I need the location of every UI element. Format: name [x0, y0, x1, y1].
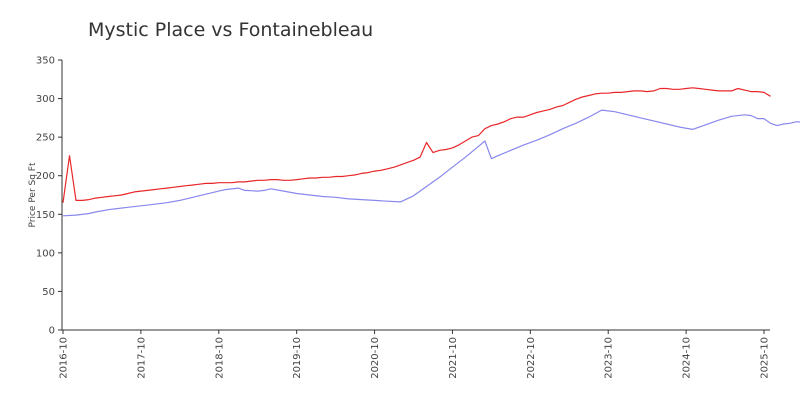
y-axis: 0 50 100 150 200 250 300 350 [36, 56, 63, 337]
x-tick-label: 2016-10 [59, 337, 70, 379]
y-tick-label: 150 [36, 210, 55, 221]
y-tick-label: 350 [36, 56, 55, 67]
x-tick-label: 2023-10 [604, 337, 615, 379]
x-tick-label: 2019-10 [292, 337, 303, 379]
y-tick-label: 50 [42, 287, 55, 298]
series-layer [62, 87, 800, 217]
x-axis: 2016-10 2017-10 2018-10 2019-10 2020-10 2021-… [59, 329, 771, 379]
y-axis-label: Price Per Sq Ft [28, 162, 38, 227]
x-tick-label: 2020-10 [370, 337, 381, 379]
x-tick-label: 2018-10 [214, 337, 225, 379]
x-tick-label: 2024-10 [682, 337, 693, 379]
y-tick-label: 200 [36, 171, 55, 182]
x-tick-label: 2025-10 [760, 337, 771, 379]
x-tick-label: 2022-10 [526, 337, 537, 379]
y-tick-label: 0 [49, 326, 55, 337]
series-line-1 [62, 87, 771, 203]
chart-title: Mystic Place vs Fontainebleau [88, 19, 373, 41]
x-tick-label: 2021-10 [448, 337, 459, 379]
y-tick-label: 300 [36, 94, 55, 105]
series-line-2 [62, 109, 800, 217]
y-tick-label: 250 [36, 133, 55, 144]
x-tick-label: 2017-10 [136, 337, 147, 379]
y-tick-label: 100 [36, 248, 55, 259]
